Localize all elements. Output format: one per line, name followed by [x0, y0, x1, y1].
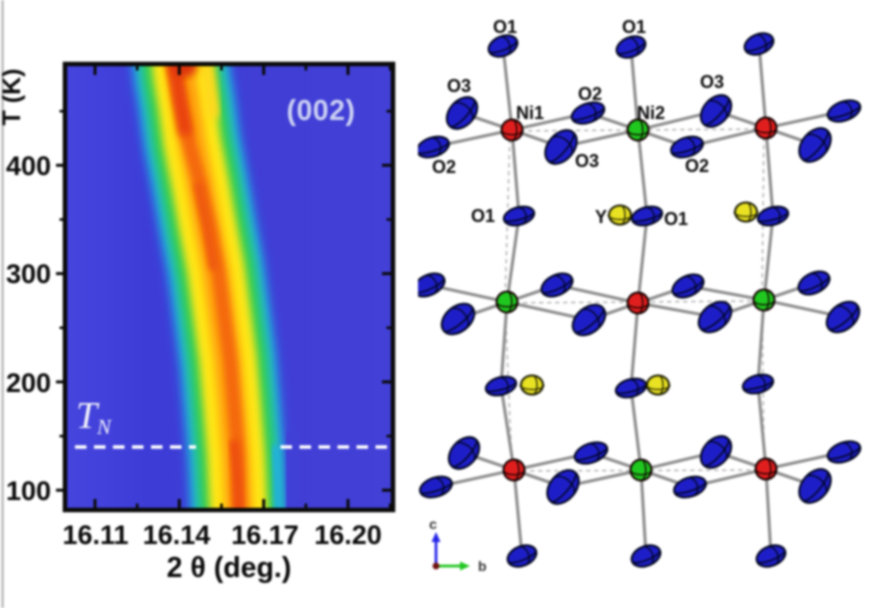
svg-text:16.20: 16.20 [314, 520, 382, 550]
svg-text:O2: O2 [578, 84, 602, 104]
svg-text:2 θ (deg.): 2 θ (deg.) [167, 552, 292, 584]
svg-text:16.14: 16.14 [143, 520, 211, 550]
svg-text:b: b [478, 558, 487, 574]
svg-text:Ni1: Ni1 [516, 103, 544, 123]
svg-text:c: c [429, 516, 437, 532]
svg-text:200: 200 [6, 368, 51, 398]
svg-text:O1: O1 [493, 17, 517, 37]
svg-text:16.17: 16.17 [231, 520, 299, 550]
svg-text:(002): (002) [286, 95, 355, 127]
svg-text:N: N [96, 415, 112, 439]
svg-text:300: 300 [6, 259, 51, 289]
svg-text:O1: O1 [664, 209, 688, 229]
svg-text:Ni2: Ni2 [637, 103, 665, 123]
svg-text:100: 100 [6, 476, 51, 506]
svg-text:O2: O2 [685, 156, 709, 176]
svg-text:O1: O1 [622, 17, 646, 37]
svg-text:O3: O3 [447, 76, 471, 96]
svg-text:16.11: 16.11 [62, 520, 128, 550]
svg-text:T: T [76, 395, 100, 437]
svg-text:O3: O3 [700, 72, 724, 92]
svg-text:400: 400 [6, 151, 51, 181]
svg-text:O1: O1 [471, 206, 495, 226]
svg-text:O2: O2 [432, 157, 456, 177]
svg-text:Y: Y [595, 207, 607, 227]
svg-text:O3: O3 [575, 151, 599, 171]
svg-text:T (K): T (K) [0, 69, 26, 126]
